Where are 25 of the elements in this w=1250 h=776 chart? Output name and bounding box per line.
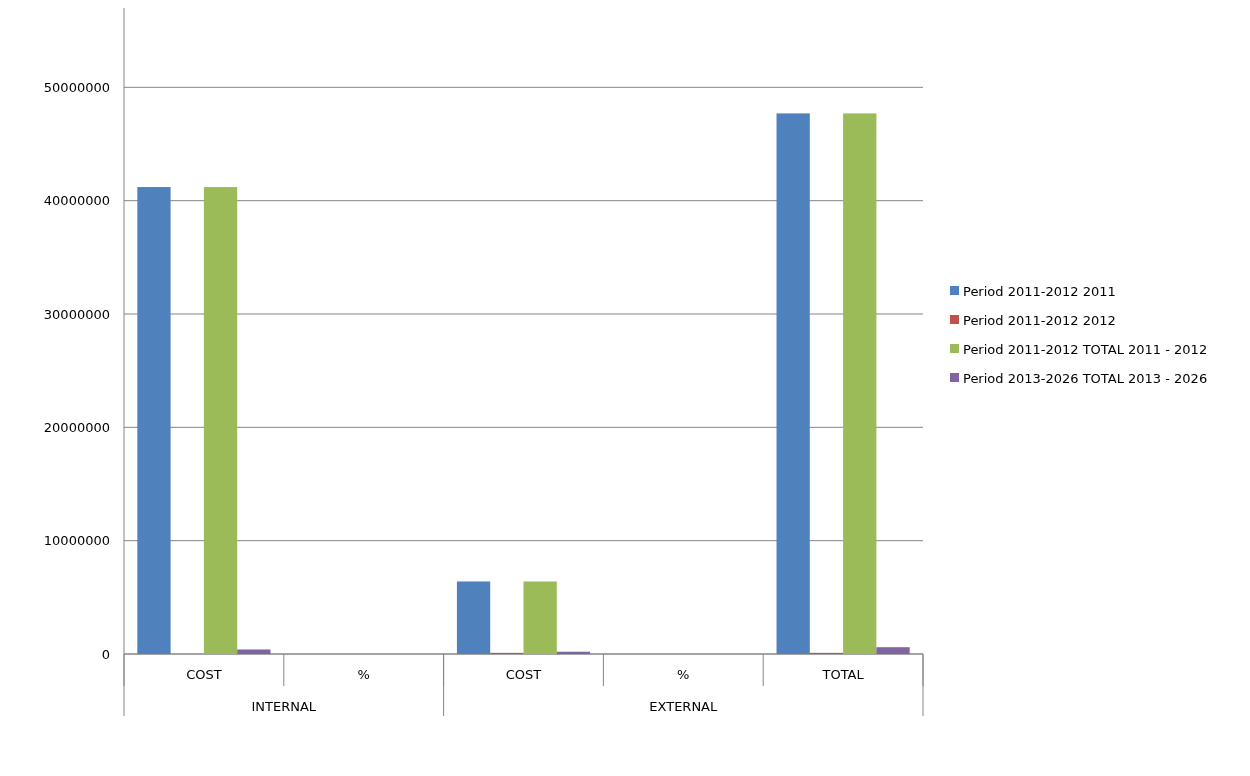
bar — [456, 581, 491, 654]
x-tick-label: % — [357, 666, 370, 682]
bar — [203, 187, 238, 654]
y-tick-label: 50000000 — [43, 79, 110, 95]
x-tick-label: % — [677, 666, 690, 682]
x-tick-label: TOTAL — [821, 666, 865, 682]
y-tick-label: 30000000 — [43, 306, 110, 322]
y-tick-label: 40000000 — [43, 193, 110, 209]
bar — [776, 113, 810, 654]
bar — [137, 187, 171, 654]
x-tick-label: COST — [186, 666, 222, 682]
bar — [237, 649, 271, 654]
y-tick-label: 0 — [101, 646, 110, 662]
bar — [523, 581, 557, 654]
legend-label: Period 2013-2026 TOTAL 2013 - 2026 — [963, 370, 1208, 386]
bar — [876, 647, 910, 654]
y-tick-label: 20000000 — [43, 419, 110, 435]
text: INTERNAL — [251, 698, 317, 714]
legend-label: Period 2011-2012 2012 — [963, 312, 1116, 328]
bar — [843, 113, 877, 654]
x-tick-label: COST — [505, 666, 542, 682]
legend-label: Period 2011-2012 TOTAL 2011 - 2012 — [963, 341, 1208, 357]
y-tick-label: 10000000 — [43, 533, 110, 549]
legend-label: Period 2011-2012 2011 — [963, 283, 1116, 299]
text: EXTERNAL — [649, 698, 719, 714]
